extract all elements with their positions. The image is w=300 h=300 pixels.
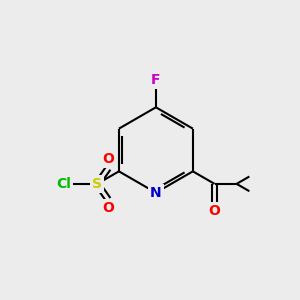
Text: O: O [102,201,114,215]
Text: O: O [208,204,220,218]
Text: O: O [102,152,114,167]
Text: N: N [150,186,162,200]
Text: S: S [92,177,102,191]
Text: F: F [151,73,160,87]
Text: Cl: Cl [56,177,71,191]
